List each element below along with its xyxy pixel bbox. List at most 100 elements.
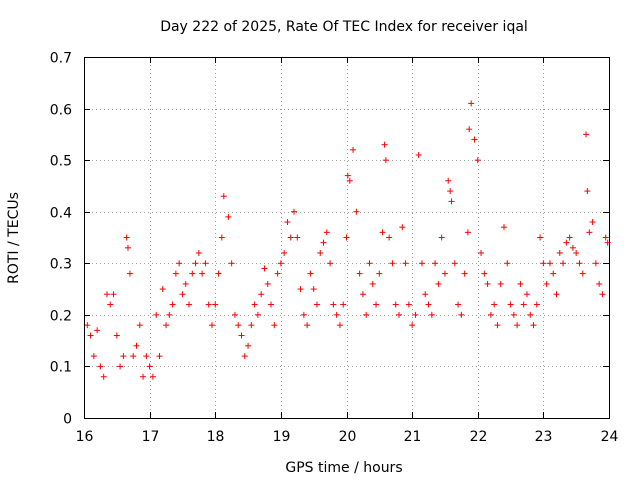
data-point — [353, 208, 360, 215]
data-point — [235, 322, 242, 329]
data-point — [491, 301, 498, 308]
data-point — [560, 260, 567, 267]
data-point — [356, 270, 363, 277]
data-point — [199, 270, 206, 277]
data-point — [146, 363, 153, 370]
data-point — [517, 280, 524, 287]
data-point — [553, 291, 560, 298]
data-point — [179, 291, 186, 298]
y-axis-label: ROTI / TECUs — [6, 192, 22, 284]
data-point — [432, 260, 439, 267]
data-point — [156, 353, 163, 360]
data-point — [218, 234, 225, 241]
data-point — [202, 260, 209, 267]
data-point — [94, 327, 101, 334]
data-point — [448, 198, 455, 205]
data-point — [215, 270, 222, 277]
data-point — [330, 301, 337, 308]
data-point — [304, 322, 311, 329]
data-point — [583, 131, 590, 138]
data-point — [294, 234, 301, 241]
data-point — [520, 301, 527, 308]
data-point — [172, 270, 179, 277]
x-tick-label: 24 — [601, 429, 619, 445]
data-point — [268, 301, 275, 308]
data-point — [418, 260, 425, 267]
axis-ticks: 16 17 18 19 20 21 22 23 24 0 0.1 0.2 0.3 0.4 0.5 0.6 0.7 — [50, 51, 619, 446]
data-point — [579, 270, 586, 277]
data-point — [599, 291, 606, 298]
data-point — [592, 260, 599, 267]
x-tick-label: 19 — [273, 429, 291, 445]
data-point — [425, 301, 432, 308]
x-axis-label: GPS time / hours — [285, 460, 402, 476]
data-point — [514, 322, 521, 329]
data-point — [478, 249, 485, 256]
x-tick-label: 22 — [470, 429, 488, 445]
data-point — [497, 280, 504, 287]
data-point — [192, 260, 199, 267]
data-point — [307, 270, 314, 277]
data-point — [366, 260, 373, 267]
data-point — [468, 100, 475, 107]
data-point — [602, 234, 609, 241]
data-point — [212, 301, 219, 308]
data-point — [245, 342, 252, 349]
data-point — [379, 229, 386, 236]
data-point — [340, 301, 347, 308]
data-point — [130, 353, 137, 360]
data-point — [117, 363, 124, 370]
data-point — [399, 224, 406, 231]
chart-title: Day 222 of 2025, Rate Of TEC Index for r… — [160, 19, 528, 35]
data-point — [589, 219, 596, 226]
data-point — [323, 229, 330, 236]
data-point — [576, 260, 583, 267]
data-point — [445, 177, 452, 184]
data-point — [428, 311, 435, 318]
data-point — [149, 373, 156, 380]
data-point — [543, 280, 550, 287]
y-tick-label: 0.4 — [50, 206, 72, 222]
data-point — [310, 286, 317, 293]
data-point — [231, 311, 238, 318]
data-point — [284, 219, 291, 226]
data-point — [220, 193, 227, 200]
data-point — [205, 301, 212, 308]
x-tick-label: 21 — [404, 429, 422, 445]
data-point — [527, 311, 534, 318]
data-point — [573, 249, 580, 256]
data-point — [90, 353, 97, 360]
data-point — [471, 136, 478, 143]
data-point — [382, 157, 389, 164]
data-point — [363, 311, 370, 318]
data-point — [523, 291, 530, 298]
data-point — [97, 363, 104, 370]
data-point — [124, 244, 131, 251]
y-tick-label: 0.1 — [50, 360, 72, 376]
chart-grid — [84, 57, 609, 418]
x-tick-label: 20 — [339, 429, 357, 445]
data-point — [441, 270, 448, 277]
data-point — [596, 280, 603, 287]
data-point — [189, 270, 196, 277]
data-point — [251, 301, 258, 308]
data-point — [110, 291, 117, 298]
data-point — [435, 280, 442, 287]
y-tick-label: 0.3 — [50, 257, 72, 273]
data-point — [409, 322, 416, 329]
data-point — [550, 270, 557, 277]
data-point — [376, 270, 383, 277]
scatter-points — [84, 100, 611, 380]
data-point — [373, 301, 380, 308]
data-point — [176, 260, 183, 267]
data-point — [143, 353, 150, 360]
data-point — [458, 311, 465, 318]
data-point — [415, 151, 422, 158]
data-point — [113, 332, 120, 339]
data-point — [369, 280, 376, 287]
data-point — [484, 280, 491, 287]
data-point — [412, 311, 419, 318]
data-point — [287, 234, 294, 241]
data-point — [271, 322, 278, 329]
